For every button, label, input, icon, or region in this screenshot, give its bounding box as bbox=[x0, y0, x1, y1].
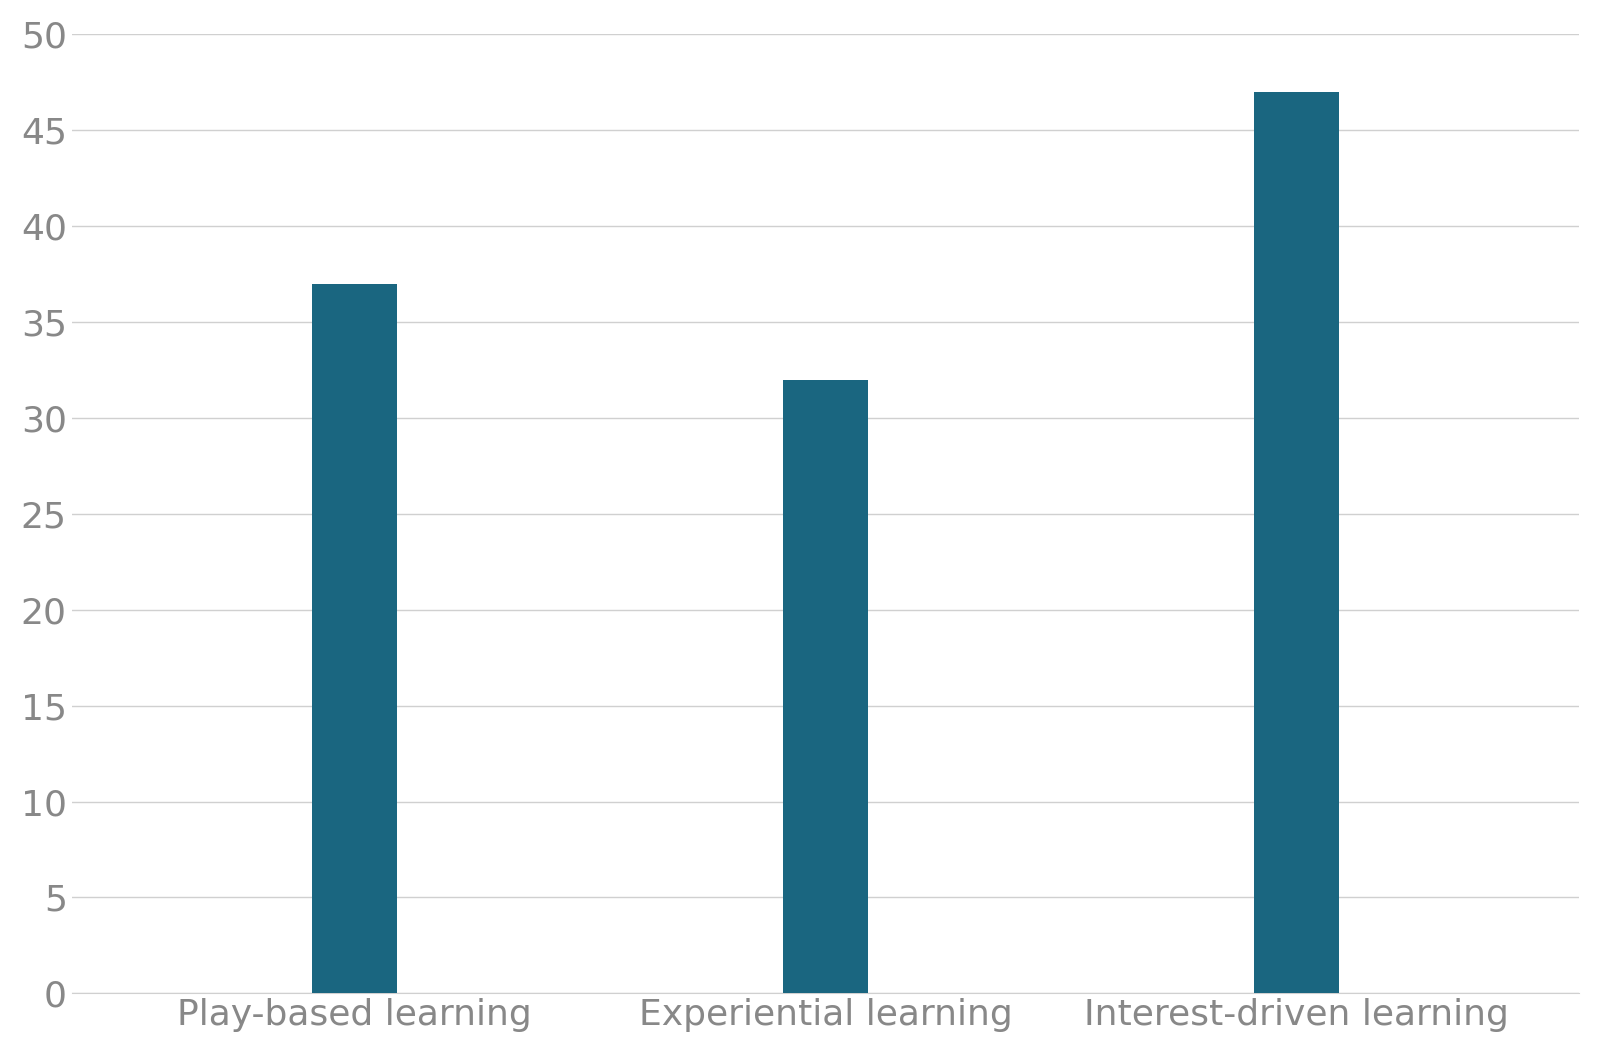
Bar bbox=[782, 379, 867, 993]
Bar bbox=[1254, 92, 1339, 993]
Bar bbox=[312, 283, 397, 993]
